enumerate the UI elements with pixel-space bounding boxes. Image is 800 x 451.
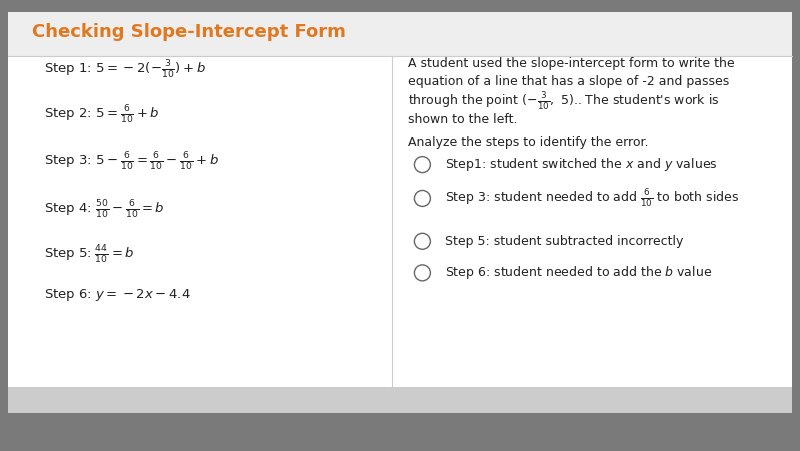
FancyBboxPatch shape [8,14,792,413]
FancyBboxPatch shape [8,12,792,56]
Text: Step 6: student needed to add the $b$ value: Step 6: student needed to add the $b$ va… [445,264,712,281]
FancyBboxPatch shape [8,387,792,413]
Text: equation of a line that has a slope of -2 and passes: equation of a line that has a slope of -… [408,75,730,87]
Text: Step 5: $\frac{44}{10} = b$: Step 5: $\frac{44}{10} = b$ [44,244,134,266]
Text: Checking Slope-Intercept Form: Checking Slope-Intercept Form [32,23,346,41]
Text: Step 3: student needed to add $\frac{6}{10}$ to both sides: Step 3: student needed to add $\frac{6}{… [445,188,739,209]
Text: Step 2: $5 = \frac{6}{10} + b$: Step 2: $5 = \frac{6}{10} + b$ [44,104,160,126]
Text: Step1: student switched the $x$ and $y$ values: Step1: student switched the $x$ and $y$ … [445,156,718,173]
Text: Step 6: $y = -2x - 4.4$: Step 6: $y = -2x - 4.4$ [44,287,190,304]
Text: Step 4: $\frac{50}{10} - \frac{6}{10} = b$: Step 4: $\frac{50}{10} - \frac{6}{10} = … [44,198,165,221]
Text: Step 1: $5 = -2(-\frac{3}{10}) + b$: Step 1: $5 = -2(-\frac{3}{10}) + b$ [44,59,206,81]
Text: Step 5: student subtracted incorrectly: Step 5: student subtracted incorrectly [445,235,683,248]
Text: shown to the left.: shown to the left. [408,113,518,126]
Text: Step 3: $5 - \frac{6}{10} = \frac{6}{10} - \frac{6}{10} + b$: Step 3: $5 - \frac{6}{10} = \frac{6}{10}… [44,151,219,174]
Text: Analyze the steps to identify the error.: Analyze the steps to identify the error. [408,136,649,148]
Text: A student used the slope-intercept form to write the: A student used the slope-intercept form … [408,57,734,69]
Text: through the point $(-\frac{3}{10},\ 5)$.. The student's work is: through the point $(-\frac{3}{10},\ 5)$.… [408,91,719,112]
